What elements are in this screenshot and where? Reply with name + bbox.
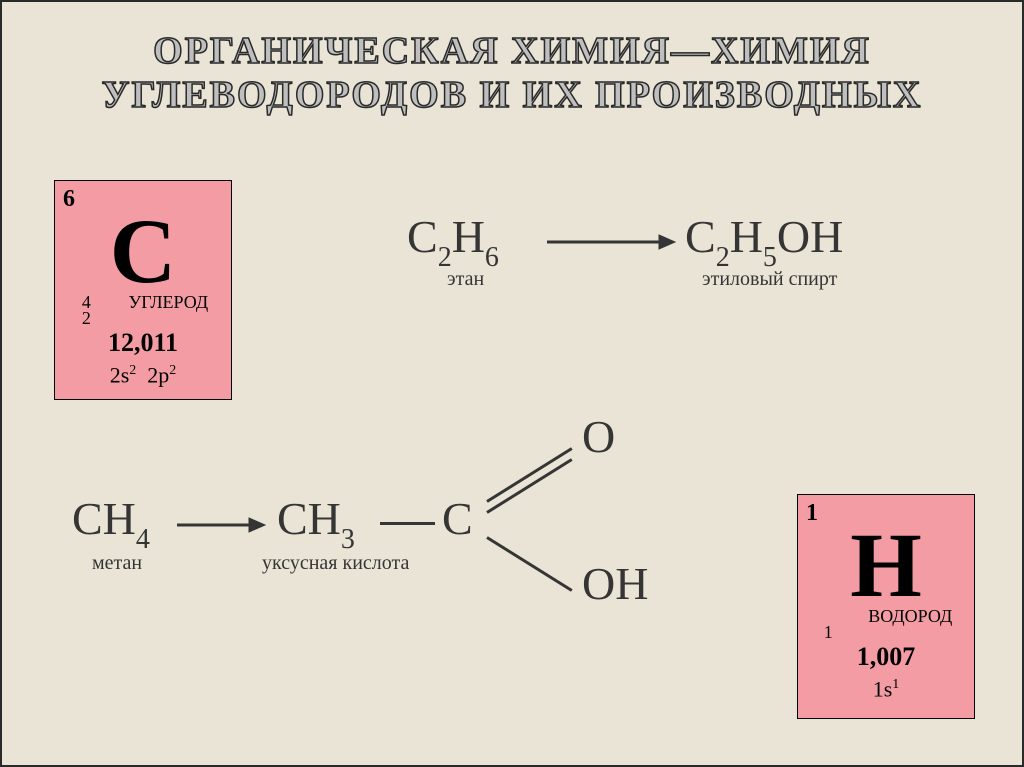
slide-container: ОРГАНИЧЕСКАЯ ХИМИЯ—ХИМИЯ УГЛЕВОДОРОДОВ И… xyxy=(0,0,1024,767)
oxygen-atom: O xyxy=(582,410,615,463)
hydrogen-config: 1s1 xyxy=(802,678,970,700)
bond-line xyxy=(380,522,435,525)
carbon-symbol: C xyxy=(59,205,227,297)
hydroxyl-group: OH xyxy=(582,557,648,610)
title-line1: ОРГАНИЧЕСКАЯ ХИМИЯ—ХИМИЯ xyxy=(153,30,871,72)
carbon-config: 2s2 2p2 xyxy=(59,364,227,386)
carbon-isotope: 4 2 xyxy=(78,294,91,326)
title-line2: УГЛЕВОДОРОДОВ И ИХ ПРОИЗВОДНЫХ xyxy=(102,74,923,116)
bond-line xyxy=(486,447,572,503)
hydrogen-isotope: 1 xyxy=(820,608,833,640)
carbon-atomic-number: 6 xyxy=(63,187,75,211)
slide-title: ОРГАНИЧЕСКАЯ ХИМИЯ—ХИМИЯ УГЛЕВОДОРОДОВ И… xyxy=(2,30,1022,117)
carbon-mass: 12,011 xyxy=(59,330,227,356)
hydrogen-mass: 1,007 xyxy=(802,644,970,670)
formula-ethanol: C2H5OH xyxy=(685,210,843,270)
carbon-name: УГЛЕРОД xyxy=(129,293,209,311)
label-ethane: этан xyxy=(447,268,484,291)
label-ethanol: этиловый спирт xyxy=(702,268,837,291)
hydrogen-symbol: H xyxy=(802,519,970,611)
carbon-atom: С xyxy=(442,492,473,545)
arrow-icon xyxy=(177,515,267,535)
formula-methane: CH4 xyxy=(72,492,150,552)
arrow-icon xyxy=(547,232,677,252)
bond-line xyxy=(486,536,572,592)
hydrogen-atomic-number: 1 xyxy=(806,501,818,525)
formula-ch3: CH3 xyxy=(277,492,355,552)
formula-ethane: C2H6 xyxy=(407,210,499,270)
bond-line xyxy=(486,458,572,514)
label-methane: метан xyxy=(92,552,142,575)
element-tile-hydrogen: 1 H 1 ВОДОРОД 1,007 1s1 xyxy=(797,494,975,719)
label-acetic-acid: уксусная кислота xyxy=(262,552,409,575)
hydrogen-name: ВОДОРОД xyxy=(868,607,952,625)
element-tile-carbon: 6 C 4 2 УГЛЕРОД 12,011 2s2 2p2 xyxy=(54,180,232,400)
